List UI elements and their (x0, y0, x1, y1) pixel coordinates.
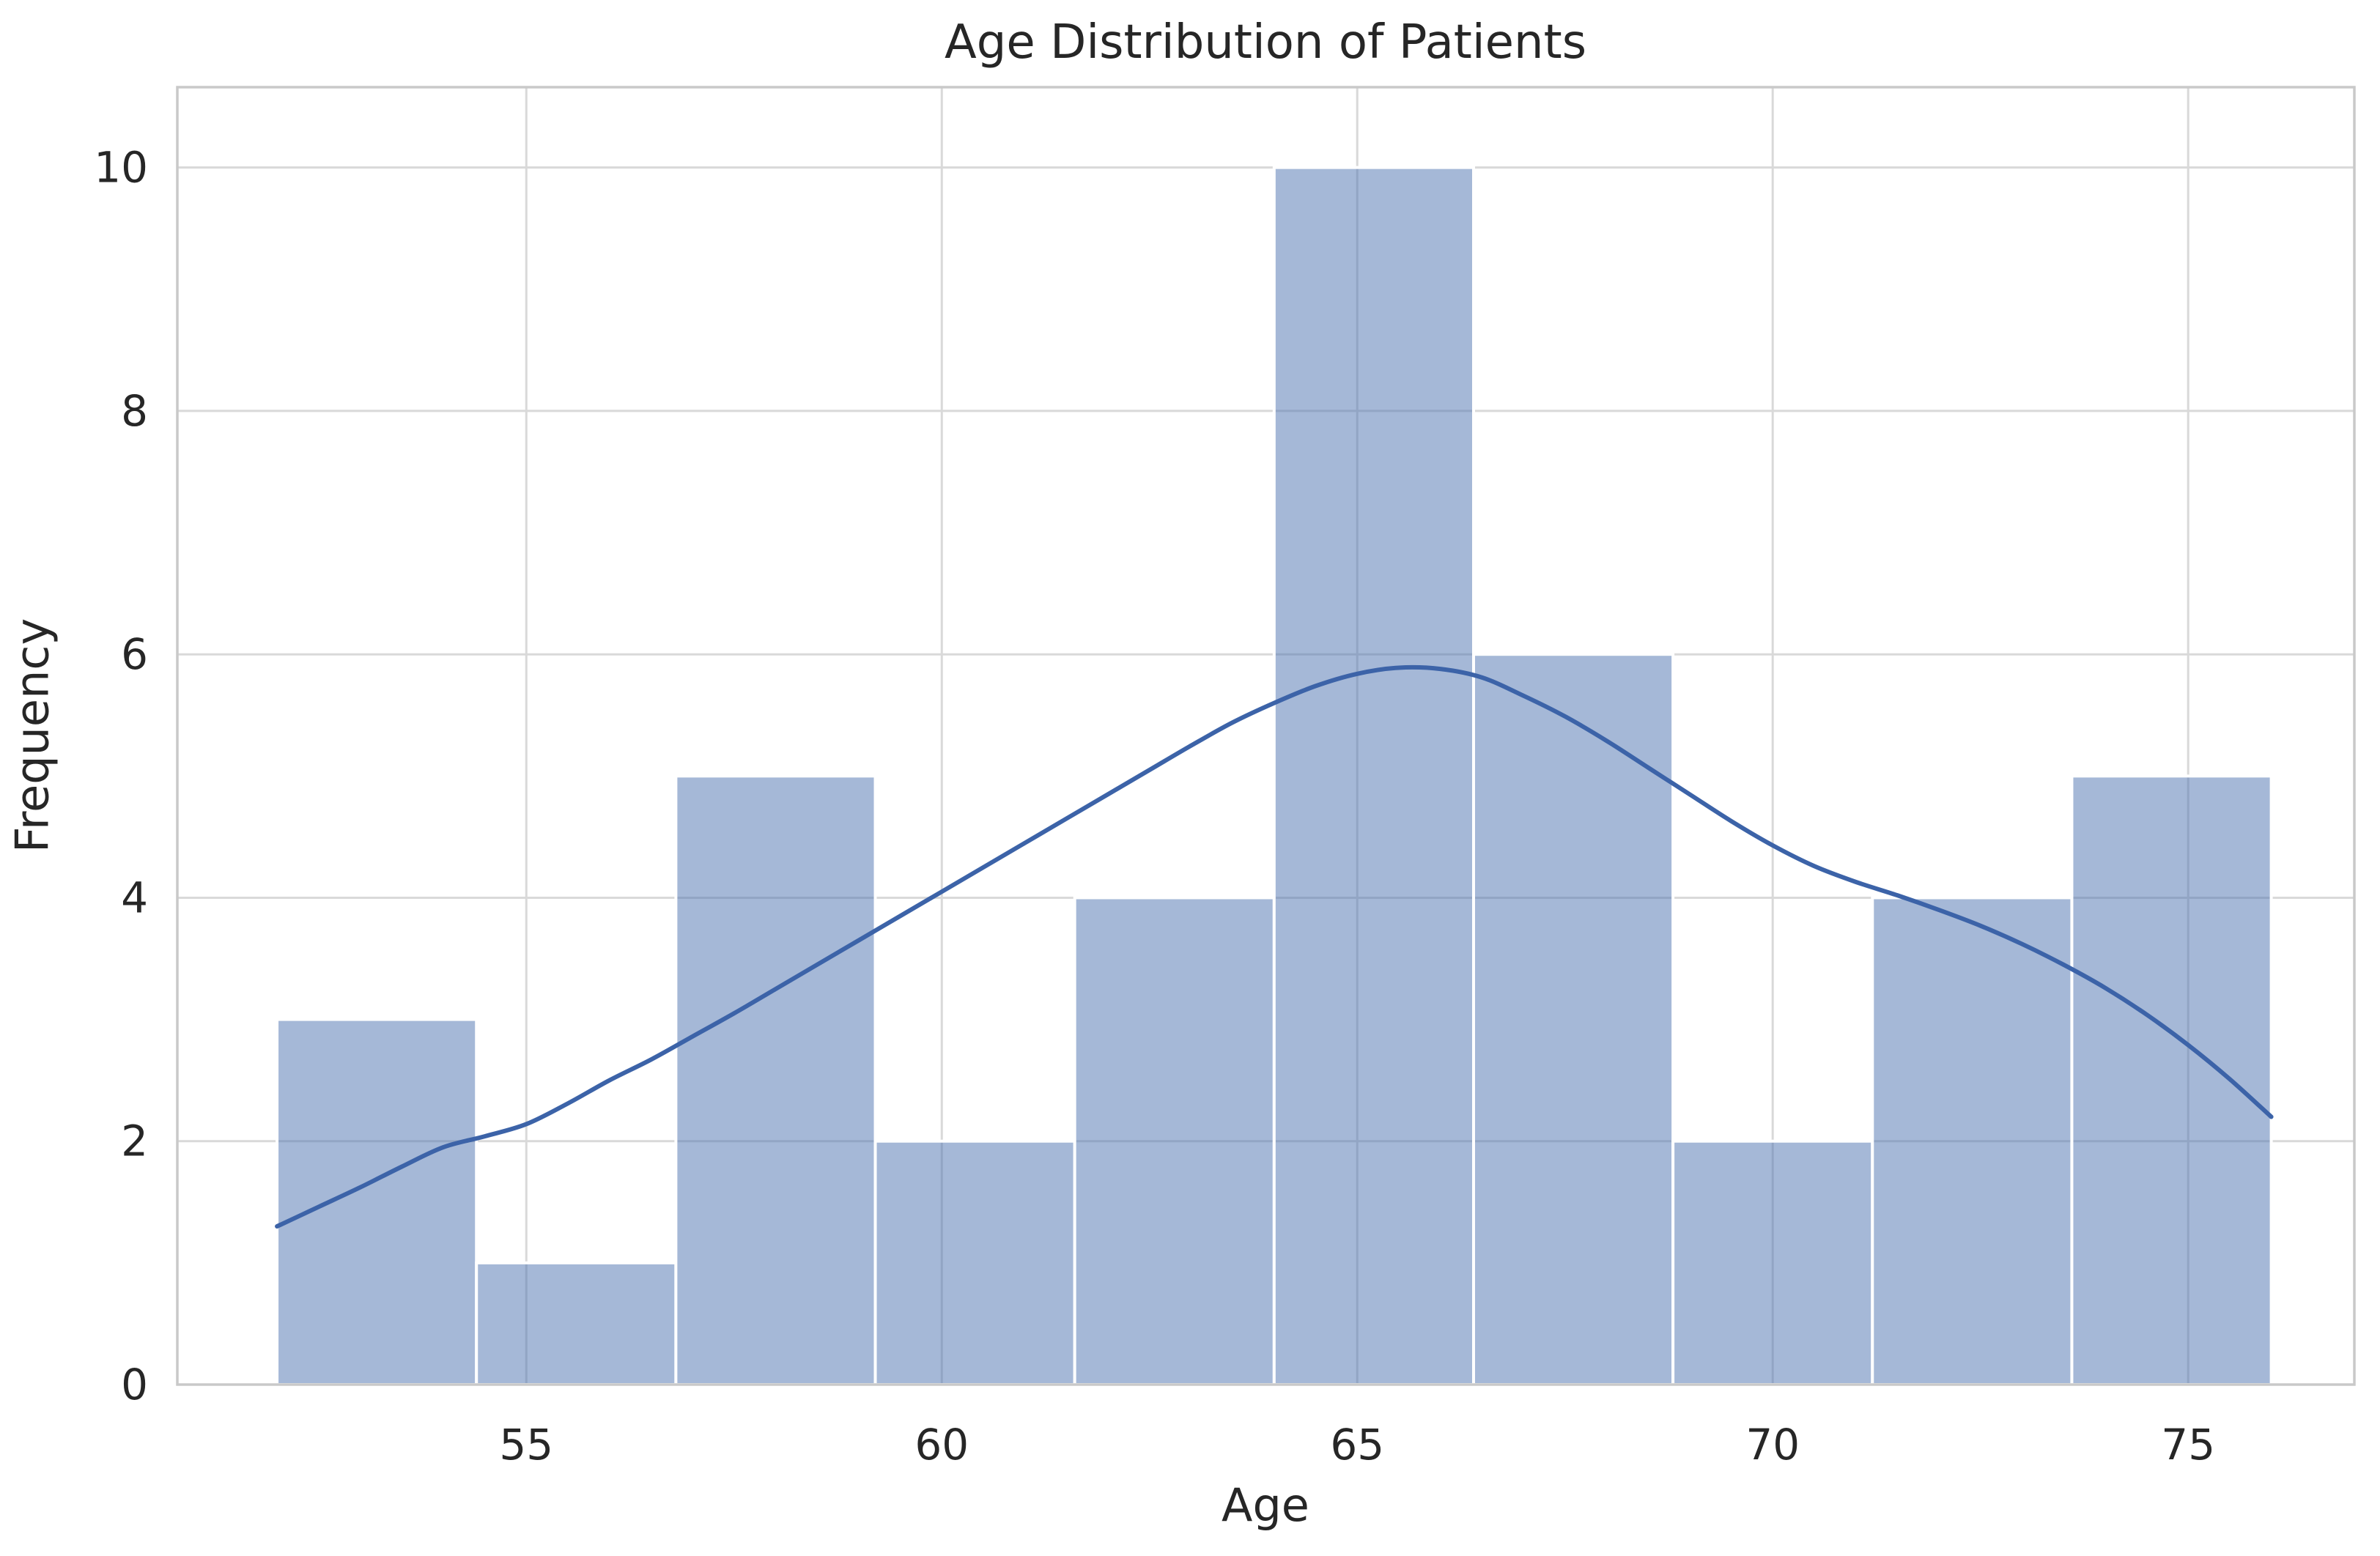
x-tick-label: 55 (499, 1420, 553, 1470)
x-tick-label: 75 (2161, 1420, 2215, 1470)
histogram-bar (1272, 166, 1475, 1386)
y-tick-label: 10 (94, 143, 148, 193)
histogram-bar (873, 1139, 1076, 1387)
y-tick-label: 4 (121, 873, 148, 922)
histogram-bar (2070, 774, 2273, 1386)
histogram-bar (475, 1261, 678, 1386)
y-tick-label: 2 (121, 1116, 148, 1166)
y-tick-label: 0 (121, 1360, 148, 1409)
histogram-bar (1471, 653, 1675, 1386)
histogram-bar (1871, 896, 2074, 1387)
histogram-bar (674, 774, 877, 1386)
plot-border (176, 86, 2356, 1386)
y-tick-label: 6 (121, 629, 148, 679)
y-tick-label: 8 (121, 386, 148, 436)
kde-curve (275, 664, 2274, 1229)
x-tick-label: 65 (1330, 1420, 1384, 1470)
chart-title: Age Distribution of Patients (944, 15, 1587, 70)
histogram-bar (1671, 1139, 1874, 1387)
histogram-bar (276, 1018, 478, 1386)
histogram-bar (1073, 896, 1276, 1387)
x-tick-label: 70 (1745, 1420, 1800, 1470)
x-axis-label: Age (1222, 1478, 1309, 1532)
x-tick-label: 60 (914, 1420, 969, 1470)
